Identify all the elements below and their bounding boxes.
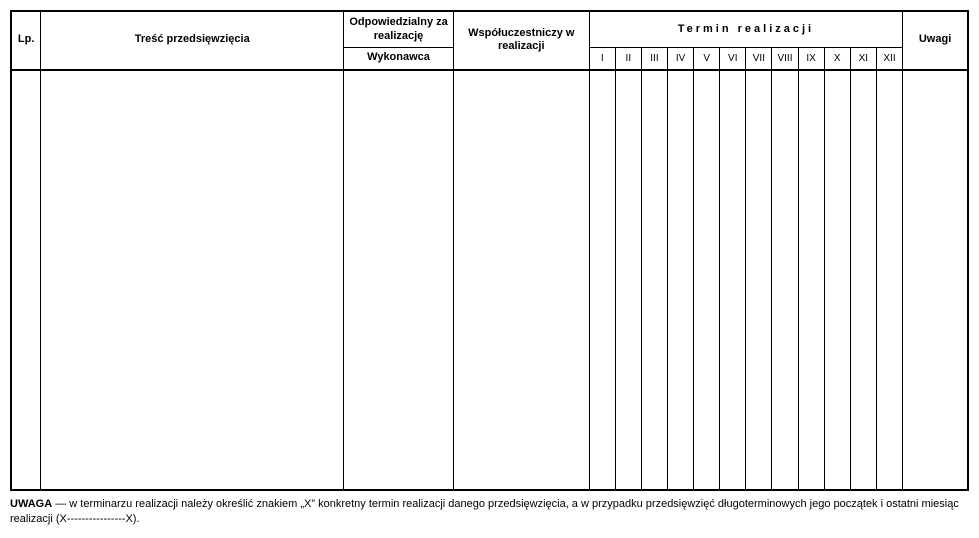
header-termin: Termin realizacji xyxy=(589,12,902,48)
cell-m2 xyxy=(615,70,641,490)
footnote-text: — w terminarzu realizacji należy określi… xyxy=(10,498,959,525)
cell-m10 xyxy=(824,70,850,490)
cell-lp xyxy=(12,70,41,490)
month-9: IX xyxy=(798,48,824,70)
cell-m6 xyxy=(720,70,746,490)
footnote: UWAGA — w terminarzu realizacji należy o… xyxy=(10,497,969,528)
cell-uwagi xyxy=(903,70,968,490)
cell-m4 xyxy=(668,70,694,490)
cell-m7 xyxy=(746,70,772,490)
footnote-label: UWAGA xyxy=(10,498,52,510)
month-5: V xyxy=(694,48,720,70)
month-10: X xyxy=(824,48,850,70)
month-1: I xyxy=(589,48,615,70)
cell-m9 xyxy=(798,70,824,490)
cell-odp xyxy=(344,70,454,490)
month-2: II xyxy=(615,48,641,70)
month-4: IV xyxy=(668,48,694,70)
cell-m8 xyxy=(772,70,798,490)
cell-m1 xyxy=(589,70,615,490)
header-wykonawca: Wykonawca xyxy=(344,48,454,70)
header-tresc: Treść przedsięwzięcia xyxy=(41,12,344,70)
cell-m3 xyxy=(641,70,667,490)
header-lp: Lp. xyxy=(12,12,41,70)
form-table: Lp. Treść przedsięwzięcia Odpowiedzialny… xyxy=(11,11,968,490)
form-table-container: Lp. Treść przedsięwzięcia Odpowiedzialny… xyxy=(10,10,969,491)
cell-m11 xyxy=(850,70,876,490)
month-11: XI xyxy=(850,48,876,70)
header-uwagi: Uwagi xyxy=(903,12,968,70)
month-8: VIII xyxy=(772,48,798,70)
cell-tresc xyxy=(41,70,344,490)
month-3: III xyxy=(641,48,667,70)
cell-m12 xyxy=(876,70,902,490)
header-odpowiedzialny: Odpowiedzialny za realizację xyxy=(344,12,454,48)
table-row xyxy=(12,70,968,490)
month-12: XII xyxy=(876,48,902,70)
header-wspoluczestniczy: Współuczestniczy w realizacji xyxy=(453,12,589,70)
cell-m5 xyxy=(694,70,720,490)
month-6: VI xyxy=(720,48,746,70)
month-7: VII xyxy=(746,48,772,70)
cell-wspol xyxy=(453,70,589,490)
